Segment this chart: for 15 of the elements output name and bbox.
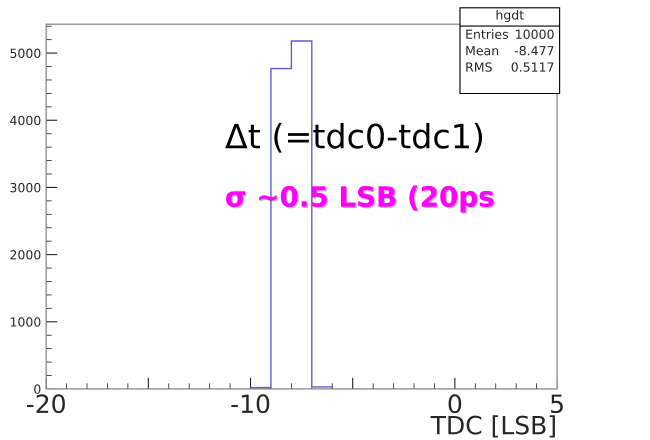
y-tick-label: 4000: [10, 116, 40, 126]
y-tick-label: 1000: [10, 317, 40, 327]
x-axis-title: TDC [LSB]: [430, 415, 555, 438]
y-tick-label: 2000: [10, 250, 40, 260]
x-tick-label: 5: [551, 394, 563, 414]
text: Mean -8.477: [466, 46, 554, 56]
text: hgdt: [496, 10, 524, 22]
text: RMS 0.5117: [466, 62, 554, 72]
y-tick-label: 5000: [10, 48, 40, 58]
x-tick-label: -20: [26, 394, 65, 414]
annotation: Entries 10000: [466, 29, 554, 39]
y-tick-label: 3000: [10, 182, 40, 192]
x-tick-label: 0: [448, 394, 462, 414]
y-tick-label: 0: [34, 384, 40, 394]
x-tick-label: -10: [231, 394, 270, 414]
